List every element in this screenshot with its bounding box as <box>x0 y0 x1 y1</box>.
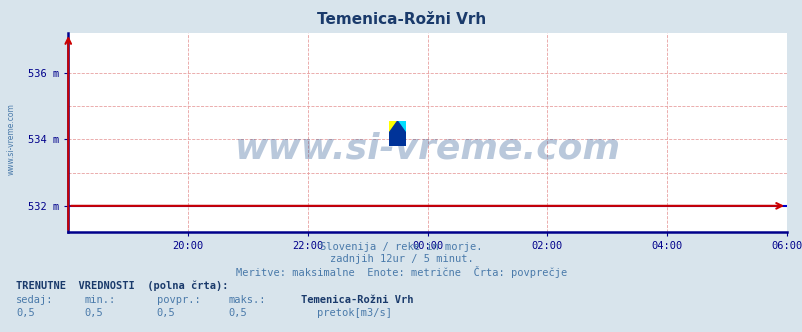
Text: 0,5: 0,5 <box>84 308 103 318</box>
Text: pretok[m3/s]: pretok[m3/s] <box>317 308 391 318</box>
Text: sedaj:: sedaj: <box>16 295 54 305</box>
Text: maks.:: maks.: <box>229 295 266 305</box>
Text: 0,5: 0,5 <box>229 308 247 318</box>
Text: povpr.:: povpr.: <box>156 295 200 305</box>
Polygon shape <box>397 121 406 133</box>
Text: min.:: min.: <box>84 295 115 305</box>
Text: www.si-vreme.com: www.si-vreme.com <box>234 132 620 166</box>
Text: Meritve: maksimalne  Enote: metrične  Črta: povprečje: Meritve: maksimalne Enote: metrične Črta… <box>236 266 566 278</box>
Text: Temenica-Rožni Vrh: Temenica-Rožni Vrh <box>301 295 413 305</box>
Text: 0,5: 0,5 <box>156 308 175 318</box>
Text: 0,5: 0,5 <box>16 308 34 318</box>
Text: Slovenija / reke in morje.: Slovenija / reke in morje. <box>320 242 482 252</box>
Polygon shape <box>388 121 397 133</box>
Text: zadnjih 12ur / 5 minut.: zadnjih 12ur / 5 minut. <box>329 254 473 264</box>
Text: TRENUTNE  VREDNOSTI  (polna črta):: TRENUTNE VREDNOSTI (polna črta): <box>16 281 229 291</box>
Text: www.si-vreme.com: www.si-vreme.com <box>6 104 15 175</box>
Polygon shape <box>388 121 406 146</box>
Text: Temenica-Rožni Vrh: Temenica-Rožni Vrh <box>317 12 485 27</box>
